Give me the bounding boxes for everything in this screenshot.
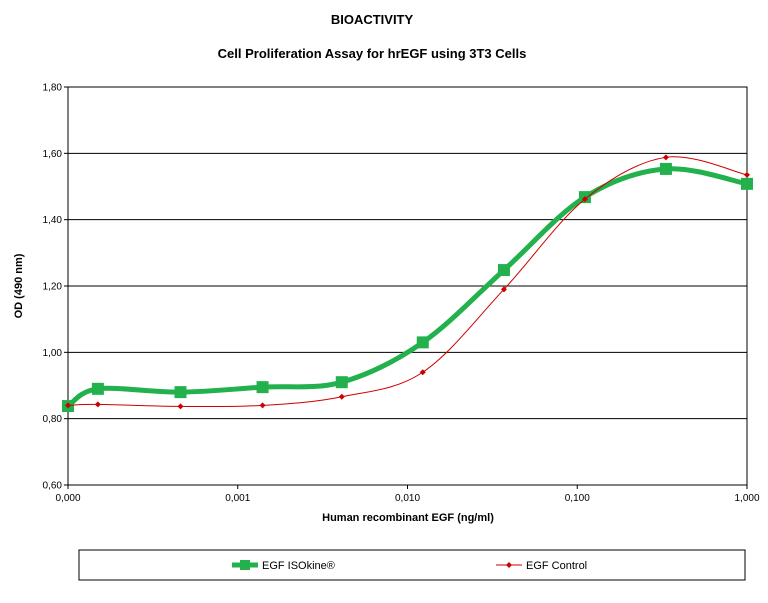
y-tick-label: 1,60 — [43, 149, 63, 160]
legend-marker — [240, 560, 250, 570]
data-point — [500, 286, 507, 293]
y-tick-label: 1,20 — [43, 282, 63, 293]
legend-marker — [506, 562, 512, 568]
data-point — [497, 264, 510, 277]
data-point — [744, 171, 750, 178]
x-axis-label: Human recombinant EGF (ng/ml) — [322, 512, 494, 524]
series-line — [67, 156, 748, 408]
data-point — [662, 154, 669, 161]
data-point — [338, 393, 345, 400]
x-tick-label: 0,000 — [55, 493, 80, 504]
data-point — [65, 402, 71, 409]
chart-title: BIOACTIVITY — [331, 12, 414, 27]
gridlines — [68, 152, 747, 420]
x-tick-label: 0,001 — [225, 493, 250, 504]
x-tick-label: 1,000 — [734, 493, 759, 504]
x-tick-label: 0,100 — [565, 493, 590, 504]
data-point — [174, 386, 187, 399]
data-point — [419, 369, 426, 376]
y-tick-label: 1,80 — [43, 83, 63, 94]
legend-label: EGF ISOkine® — [262, 560, 335, 572]
data-point — [256, 381, 269, 394]
y-tick-label: 1,40 — [43, 215, 63, 226]
x-tick-label: 0,010 — [395, 493, 420, 504]
y-tick-label: 1,00 — [43, 348, 63, 359]
data-point — [659, 162, 672, 175]
legend-label: EGF Control — [526, 560, 587, 572]
data-point — [335, 376, 348, 389]
data-point — [177, 403, 184, 410]
data-point — [94, 401, 101, 408]
data-point — [741, 177, 753, 190]
data-point — [259, 402, 266, 409]
data-point — [416, 336, 429, 349]
data-point — [581, 196, 588, 203]
x-axis-ticks: 0,000 0,001 0,010 0,100 1,000 — [55, 485, 760, 504]
series-line — [66, 166, 748, 409]
chart-subtitle: Cell Proliferation Assay for hrEGF using… — [218, 46, 527, 61]
series-egf-isokine — [62, 162, 753, 413]
y-tick-label: 0,60 — [43, 481, 63, 492]
y-axis-ticks: 0,60 0,80 1,00 1,20 1,40 1,60 1,80 — [43, 83, 68, 492]
data-point — [91, 382, 104, 395]
series-egf-control — [65, 154, 750, 410]
series-group — [62, 154, 753, 413]
y-axis-label: OD (490 nm) — [13, 253, 25, 318]
legend-box — [78, 549, 746, 581]
y-tick-label: 0,80 — [43, 414, 63, 425]
legend: EGF ISOkine® EGF Control — [232, 560, 587, 572]
